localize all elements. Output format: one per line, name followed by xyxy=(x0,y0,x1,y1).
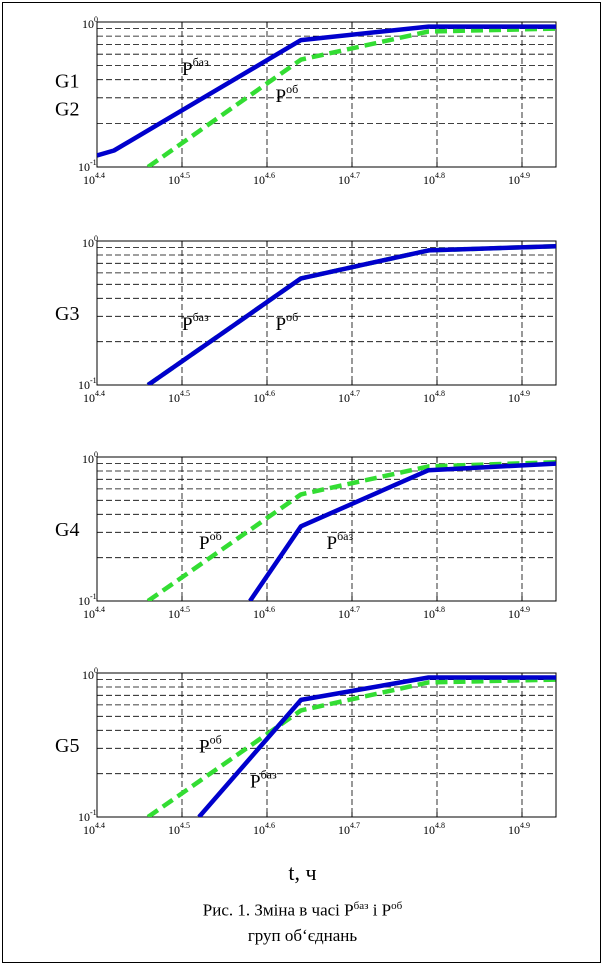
x-tick-label: 104.6 xyxy=(253,821,275,837)
group-label: G5 xyxy=(55,735,79,757)
x-tick-label: 104.6 xyxy=(253,389,275,405)
group-label: G3 xyxy=(55,303,79,325)
caption-sup-ob: об xyxy=(391,900,403,912)
x-tick-label: 104.6 xyxy=(253,171,275,187)
series-line-p-ob xyxy=(146,459,556,601)
series-line-p-ob xyxy=(146,677,556,817)
x-tick-label: 104.8 xyxy=(423,605,445,621)
x-tick-label: 104.5 xyxy=(168,821,190,837)
series-line-p-baz xyxy=(97,24,556,158)
figure-caption-line1: Рис. 1. Зміна в часі Pбаз і Pоб xyxy=(0,900,605,921)
y-tick-label: 100 xyxy=(82,666,98,682)
x-tick-label: 104.7 xyxy=(338,389,360,405)
y-tick-label: 100 xyxy=(82,15,98,31)
plot-area-1 xyxy=(96,21,557,168)
x-tick-label: 104.9 xyxy=(508,171,530,187)
caption-prefix: Рис. 1. Зміна в часі P xyxy=(202,900,354,920)
y-tick-label: 10-1 xyxy=(78,592,97,608)
x-tick-label: 104.5 xyxy=(168,605,190,621)
y-tick-label: 10-1 xyxy=(78,376,97,392)
x-tick-label: 104.5 xyxy=(168,389,190,405)
group-label: G1 xyxy=(55,71,79,93)
caption-middle: і P xyxy=(368,900,392,920)
group-label: G4 xyxy=(55,519,79,541)
y-tick-label: 10-1 xyxy=(78,808,97,824)
x-tick-label: 104.7 xyxy=(338,171,360,187)
series-line-p-baz xyxy=(248,461,556,601)
x-tick-label: 104.8 xyxy=(423,821,445,837)
x-tick-label: 104.9 xyxy=(508,389,530,405)
caption-sup-base: баз xyxy=(353,900,369,912)
series-line-p-baz xyxy=(146,243,556,385)
x-tick-label: 104.9 xyxy=(508,821,530,837)
x-tick-label: 104.8 xyxy=(423,389,445,405)
y-tick-label: 100 xyxy=(82,450,98,466)
y-tick-label: 10-1 xyxy=(78,158,97,174)
x-axis-label: t, ч xyxy=(288,860,317,885)
group-label: G2 xyxy=(55,99,79,121)
plot-area-3 xyxy=(96,456,557,602)
plot-area-2 xyxy=(96,240,557,386)
x-tick-label: 104.6 xyxy=(253,605,275,621)
x-tick-label: 104.7 xyxy=(338,821,360,837)
figure-caption-line2: груп об‘єднань xyxy=(247,926,358,945)
x-tick-label: 104.8 xyxy=(423,171,445,187)
series-line-p-ob xyxy=(146,26,556,167)
y-tick-label: 100 xyxy=(82,234,98,250)
x-tick-label: 104.5 xyxy=(168,171,190,187)
series-line-p-baz xyxy=(197,675,556,817)
x-tick-label: 104.7 xyxy=(338,605,360,621)
x-tick-label: 104.9 xyxy=(508,605,530,621)
